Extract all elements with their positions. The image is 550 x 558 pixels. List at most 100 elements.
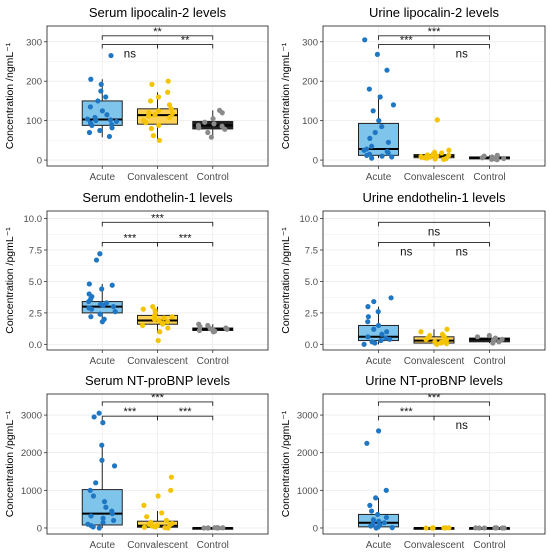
data-point <box>365 304 371 310</box>
bracket-line <box>101 221 214 227</box>
data-point <box>370 521 376 527</box>
data-point <box>481 153 487 159</box>
bracket-line <box>101 35 214 40</box>
data-point <box>96 525 102 531</box>
data-point <box>103 94 109 100</box>
data-point <box>369 155 375 161</box>
data-point <box>109 121 115 128</box>
significance-label: *** <box>123 406 137 418</box>
data-point <box>365 334 371 340</box>
y-tick-label: 0 <box>313 156 318 167</box>
data-point <box>210 116 216 122</box>
data-point <box>474 334 481 340</box>
data-point <box>492 335 499 341</box>
y-axis-label: Concentration /pgmL⁻¹ <box>280 227 292 334</box>
data-point <box>379 153 385 159</box>
x-tick-label: Convalescent <box>404 540 465 551</box>
y-tick-label: 10.0 <box>24 214 43 225</box>
data-point <box>140 118 147 124</box>
data-point <box>499 525 505 531</box>
data-point <box>441 525 447 531</box>
data-point <box>98 81 104 87</box>
bracket-line <box>157 44 214 49</box>
data-point <box>384 67 390 73</box>
significance-label: ** <box>153 26 162 38</box>
bracket-line <box>433 241 490 247</box>
bracket-line <box>378 221 490 227</box>
data-point <box>112 309 118 315</box>
data-point <box>481 525 488 531</box>
data-point <box>152 307 158 313</box>
bracket-line <box>101 401 214 406</box>
data-point <box>372 129 378 136</box>
data-point <box>364 146 370 152</box>
data-point <box>366 86 372 92</box>
chart-title: Serum NT-proBNP levels <box>85 373 230 388</box>
significance-bracket: ns <box>433 44 490 61</box>
data-point <box>214 525 220 531</box>
data-point <box>423 525 429 531</box>
data-point <box>219 123 225 129</box>
data-point <box>88 314 94 320</box>
chart-title: Urine endothelin-1 levels <box>362 190 506 205</box>
data-point <box>88 513 94 519</box>
data-point <box>86 291 92 297</box>
significance-bracket: *** <box>157 232 214 247</box>
panel-border <box>322 210 546 351</box>
data-point <box>109 282 115 288</box>
data-point <box>165 78 171 84</box>
data-point <box>379 331 385 337</box>
data-point <box>162 525 168 531</box>
data-point <box>446 147 452 153</box>
y-tick-label: 7.5 <box>29 245 42 256</box>
significance-label: *** <box>179 406 193 418</box>
bracket-line <box>157 241 214 247</box>
data-point <box>195 122 202 128</box>
data-point <box>389 154 395 160</box>
x-tick-label: Control <box>197 540 229 551</box>
data-point <box>390 102 397 108</box>
data-point <box>501 155 507 162</box>
significance-label: ns <box>428 226 440 238</box>
panel-border <box>46 25 269 167</box>
x-tick-label: Control <box>473 172 505 183</box>
data-point <box>87 120 94 126</box>
data-point <box>375 309 381 315</box>
data-point <box>109 508 115 514</box>
x-tick-label: Acute <box>89 540 115 551</box>
x-tick-label: Acute <box>89 172 115 183</box>
data-point <box>169 110 175 117</box>
data-point <box>144 514 150 520</box>
data-point <box>375 511 381 518</box>
significance-label: *** <box>179 232 193 244</box>
x-tick-label: Convalescent <box>404 356 465 367</box>
data-point <box>367 502 373 508</box>
data-point <box>388 295 394 301</box>
y-tick-label: 0 <box>313 523 318 534</box>
x-tick-label: Control <box>197 356 229 367</box>
data-point <box>107 117 114 123</box>
significance-bracket: ns <box>101 44 158 61</box>
data-point <box>434 117 440 123</box>
data-point <box>141 502 147 508</box>
significance-bracket: *** <box>101 392 214 406</box>
data-point <box>85 521 91 527</box>
y-tick-label: 2000 <box>297 448 318 459</box>
significance-bracket: *** <box>378 406 435 421</box>
x-tick-label: Acute <box>366 172 392 183</box>
data-point <box>365 319 371 325</box>
significance-bracket: *** <box>101 212 214 227</box>
y-axis-label: Concentration /pgmL⁻¹ <box>4 227 16 334</box>
data-point <box>98 301 104 307</box>
data-point <box>156 137 163 143</box>
data-point <box>148 519 154 525</box>
data-point <box>377 94 383 100</box>
y-axis-label: Concentration /ngmL⁻¹ <box>4 42 16 149</box>
data-point <box>223 325 229 331</box>
panel-border <box>46 393 269 535</box>
data-point <box>365 314 371 320</box>
data-point <box>205 129 211 136</box>
x-tick-label: Control <box>473 540 505 551</box>
bracket-line <box>433 44 490 49</box>
